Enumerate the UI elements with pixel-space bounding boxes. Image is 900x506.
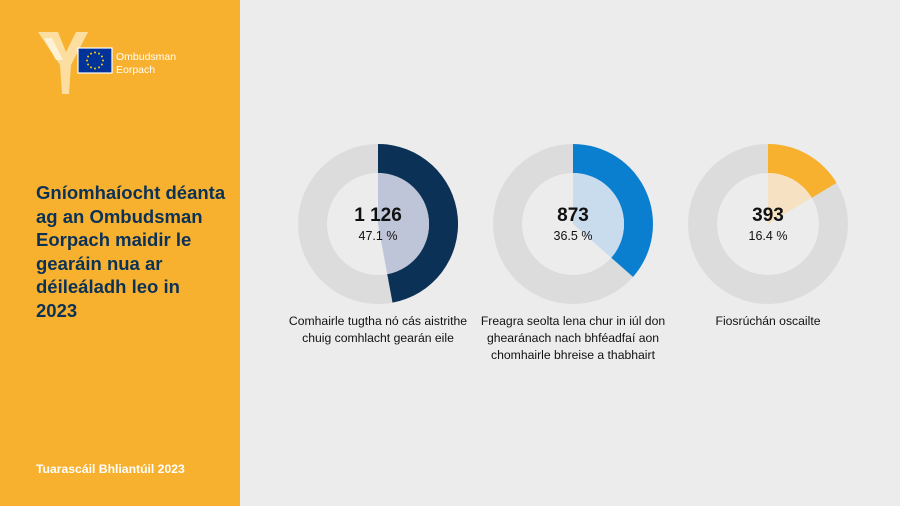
report-footer: Tuarascáil Bhliantúil 2023 [36, 462, 185, 476]
donut-3-value: 393 [752, 205, 784, 226]
donut-2-percent: 36.5 % [553, 229, 593, 243]
page-title: Gníomhaíocht déanta ag an Ombudsman Eorp… [36, 182, 226, 321]
logo-line-1: Ombudsman [116, 51, 177, 63]
donut-1-percent: 47.1 % [358, 229, 398, 243]
eu-stars [86, 51, 104, 70]
donut-2-caption: Freagra seolta lena chur in iúl don ghea… [480, 314, 666, 362]
eu-star [94, 51, 96, 54]
y-emblem-icon [38, 32, 88, 94]
donut-3-caption: Fiosrúchán oscailte [715, 314, 821, 328]
donut-1-graphic [298, 144, 459, 304]
donut-3-percent: 16.4 % [748, 229, 788, 243]
logo-line-2: Eorpach [116, 64, 156, 76]
eu-star [90, 52, 92, 55]
donut-inner-highlight [768, 173, 812, 224]
donut-charts: 1 126 47.1 % Comhairle tugtha nó cás ais… [240, 0, 900, 506]
eu-star [87, 63, 90, 66]
eu-star [87, 55, 90, 58]
eu-star [102, 59, 104, 62]
donut-2-value: 873 [557, 205, 589, 226]
donut-inner-highlight [378, 173, 430, 275]
logo-text: Ombudsman Eorpach [116, 51, 176, 77]
eu-star [98, 52, 100, 55]
ombudsman-logo [38, 32, 113, 94]
donut-2-graphic [493, 144, 653, 304]
donut-3-graphic [688, 144, 848, 304]
sidebar-panel: Ombudsman Eorpach Gníomhaíocht déanta ag… [0, 0, 240, 506]
eu-star [98, 66, 100, 69]
eu-star [100, 55, 103, 58]
eu-star [100, 63, 103, 66]
donut-inner-highlight [573, 173, 625, 258]
eu-star [86, 59, 88, 62]
donut-1-caption: Comhairle tugtha nó cás aistrithe chuig … [288, 314, 468, 345]
donut-1-value: 1 126 [354, 205, 402, 226]
eu-star [94, 67, 96, 70]
chart-area: 1 126 47.1 % Comhairle tugtha nó cás ais… [240, 0, 900, 506]
eu-star [90, 66, 92, 69]
